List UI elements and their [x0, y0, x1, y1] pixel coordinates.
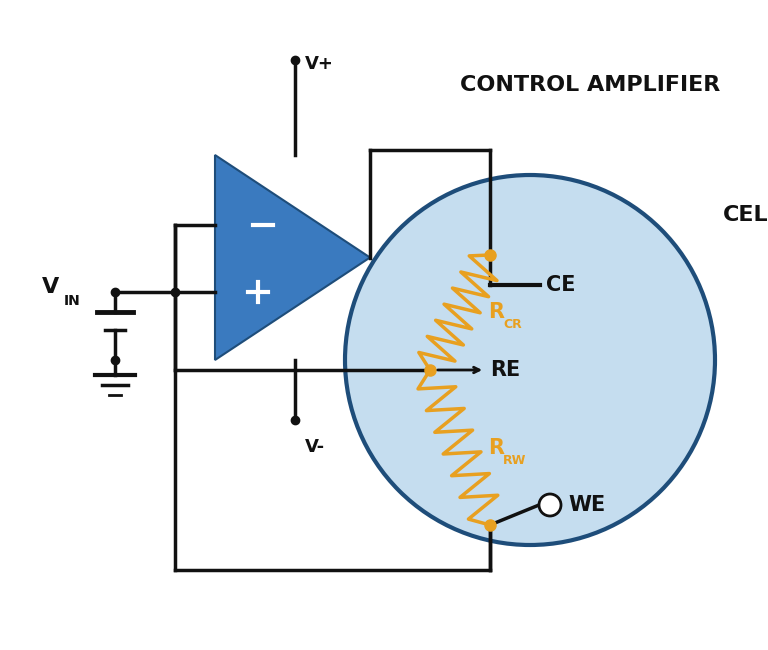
Text: CR: CR: [503, 318, 521, 332]
Text: V+: V+: [305, 55, 334, 73]
Text: R: R: [488, 437, 504, 458]
Text: V-: V-: [305, 438, 325, 456]
Circle shape: [345, 175, 715, 545]
Text: RE: RE: [490, 360, 520, 380]
Polygon shape: [215, 155, 370, 360]
Circle shape: [539, 494, 561, 516]
Text: IN: IN: [64, 294, 81, 308]
Text: R: R: [488, 302, 504, 322]
Text: RW: RW: [503, 454, 526, 467]
Text: CELL: CELL: [723, 205, 768, 225]
Text: CE: CE: [546, 275, 575, 295]
Text: WE: WE: [568, 495, 605, 515]
Text: CONTROL AMPLIFIER: CONTROL AMPLIFIER: [460, 75, 720, 95]
Text: V: V: [42, 277, 59, 297]
